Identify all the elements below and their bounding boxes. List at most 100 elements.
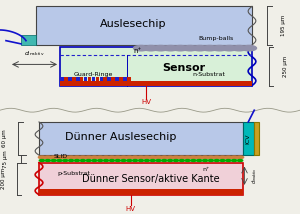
Circle shape	[237, 160, 243, 162]
Circle shape	[56, 156, 63, 159]
Bar	[80, 77, 83, 81]
Bar	[92, 77, 95, 81]
Circle shape	[45, 160, 50, 162]
Circle shape	[167, 156, 174, 159]
Circle shape	[121, 160, 126, 162]
Circle shape	[51, 160, 56, 162]
Bar	[88, 77, 92, 81]
Circle shape	[134, 46, 148, 51]
Circle shape	[192, 46, 207, 51]
Circle shape	[38, 156, 46, 159]
Circle shape	[208, 160, 214, 162]
Bar	[96, 77, 99, 81]
Text: HV: HV	[126, 206, 136, 212]
Circle shape	[39, 160, 45, 162]
Circle shape	[86, 160, 91, 162]
Circle shape	[98, 160, 103, 162]
Circle shape	[156, 160, 161, 162]
Circle shape	[144, 160, 149, 162]
Circle shape	[225, 156, 232, 159]
Circle shape	[183, 46, 198, 51]
Bar	[60, 47, 252, 86]
Circle shape	[155, 156, 162, 159]
Bar	[103, 77, 107, 81]
Text: n⁺: n⁺	[203, 167, 210, 172]
Circle shape	[62, 156, 69, 159]
Text: ICV: ICV	[246, 133, 251, 144]
Circle shape	[44, 156, 51, 159]
Circle shape	[137, 156, 145, 159]
Circle shape	[172, 156, 179, 159]
Bar	[39, 189, 243, 195]
Circle shape	[133, 160, 138, 162]
Circle shape	[202, 46, 217, 51]
Circle shape	[202, 156, 209, 159]
Bar	[76, 77, 80, 81]
Circle shape	[97, 156, 104, 159]
Circle shape	[153, 46, 168, 51]
Circle shape	[191, 160, 196, 162]
Text: Dünner Auslesechip: Dünner Auslesechip	[65, 132, 176, 142]
Bar	[100, 77, 103, 81]
Text: Guard-Ringe: Guard-Ringe	[74, 72, 113, 77]
Bar	[60, 77, 64, 81]
Circle shape	[196, 156, 203, 159]
Text: HV: HV	[141, 99, 152, 105]
Text: $d_\mathsf{inaktiv}$: $d_\mathsf{inaktiv}$	[24, 49, 45, 58]
Bar	[243, 122, 254, 155]
Circle shape	[163, 46, 178, 51]
Bar	[39, 122, 243, 155]
Circle shape	[85, 156, 92, 159]
Circle shape	[231, 156, 238, 159]
Circle shape	[103, 160, 109, 162]
Bar	[111, 77, 115, 81]
Bar	[36, 6, 252, 45]
Text: 75 µm: 75 µm	[4, 150, 8, 168]
Circle shape	[50, 156, 57, 159]
Circle shape	[222, 46, 237, 51]
Circle shape	[63, 160, 68, 162]
Circle shape	[232, 46, 247, 51]
Circle shape	[91, 156, 98, 159]
Circle shape	[150, 160, 155, 162]
Bar	[84, 77, 88, 81]
Circle shape	[202, 160, 208, 162]
Circle shape	[167, 160, 173, 162]
Circle shape	[103, 156, 110, 159]
Bar	[127, 77, 131, 81]
Circle shape	[79, 156, 86, 159]
Circle shape	[132, 156, 139, 159]
Circle shape	[68, 156, 75, 159]
Circle shape	[226, 160, 231, 162]
Circle shape	[80, 160, 86, 162]
Circle shape	[236, 156, 244, 159]
Text: $d_\mathsf{inaktiv}$: $d_\mathsf{inaktiv}$	[250, 168, 260, 184]
Text: SLID: SLID	[54, 154, 68, 159]
Circle shape	[207, 156, 214, 159]
Circle shape	[149, 156, 156, 159]
Circle shape	[161, 156, 168, 159]
Circle shape	[143, 156, 150, 159]
Text: 200 µm: 200 µm	[1, 168, 5, 189]
Bar	[72, 77, 76, 81]
Circle shape	[143, 46, 158, 51]
Circle shape	[212, 46, 227, 51]
Text: 195 µm: 195 µm	[280, 15, 286, 36]
Text: n⁺: n⁺	[133, 48, 142, 54]
Text: 250 µm: 250 µm	[284, 56, 289, 77]
Circle shape	[57, 160, 62, 162]
Text: p-Substrat: p-Substrat	[57, 171, 90, 176]
Bar	[68, 77, 72, 81]
Circle shape	[74, 160, 80, 162]
Circle shape	[178, 156, 185, 159]
Circle shape	[190, 156, 197, 159]
Circle shape	[127, 160, 132, 162]
Circle shape	[109, 160, 115, 162]
Circle shape	[92, 160, 97, 162]
Circle shape	[185, 160, 190, 162]
Text: Bump-balls: Bump-balls	[198, 36, 234, 41]
Circle shape	[213, 156, 220, 159]
Bar	[21, 35, 36, 45]
Text: Sensor: Sensor	[162, 63, 205, 73]
Bar	[254, 122, 259, 155]
